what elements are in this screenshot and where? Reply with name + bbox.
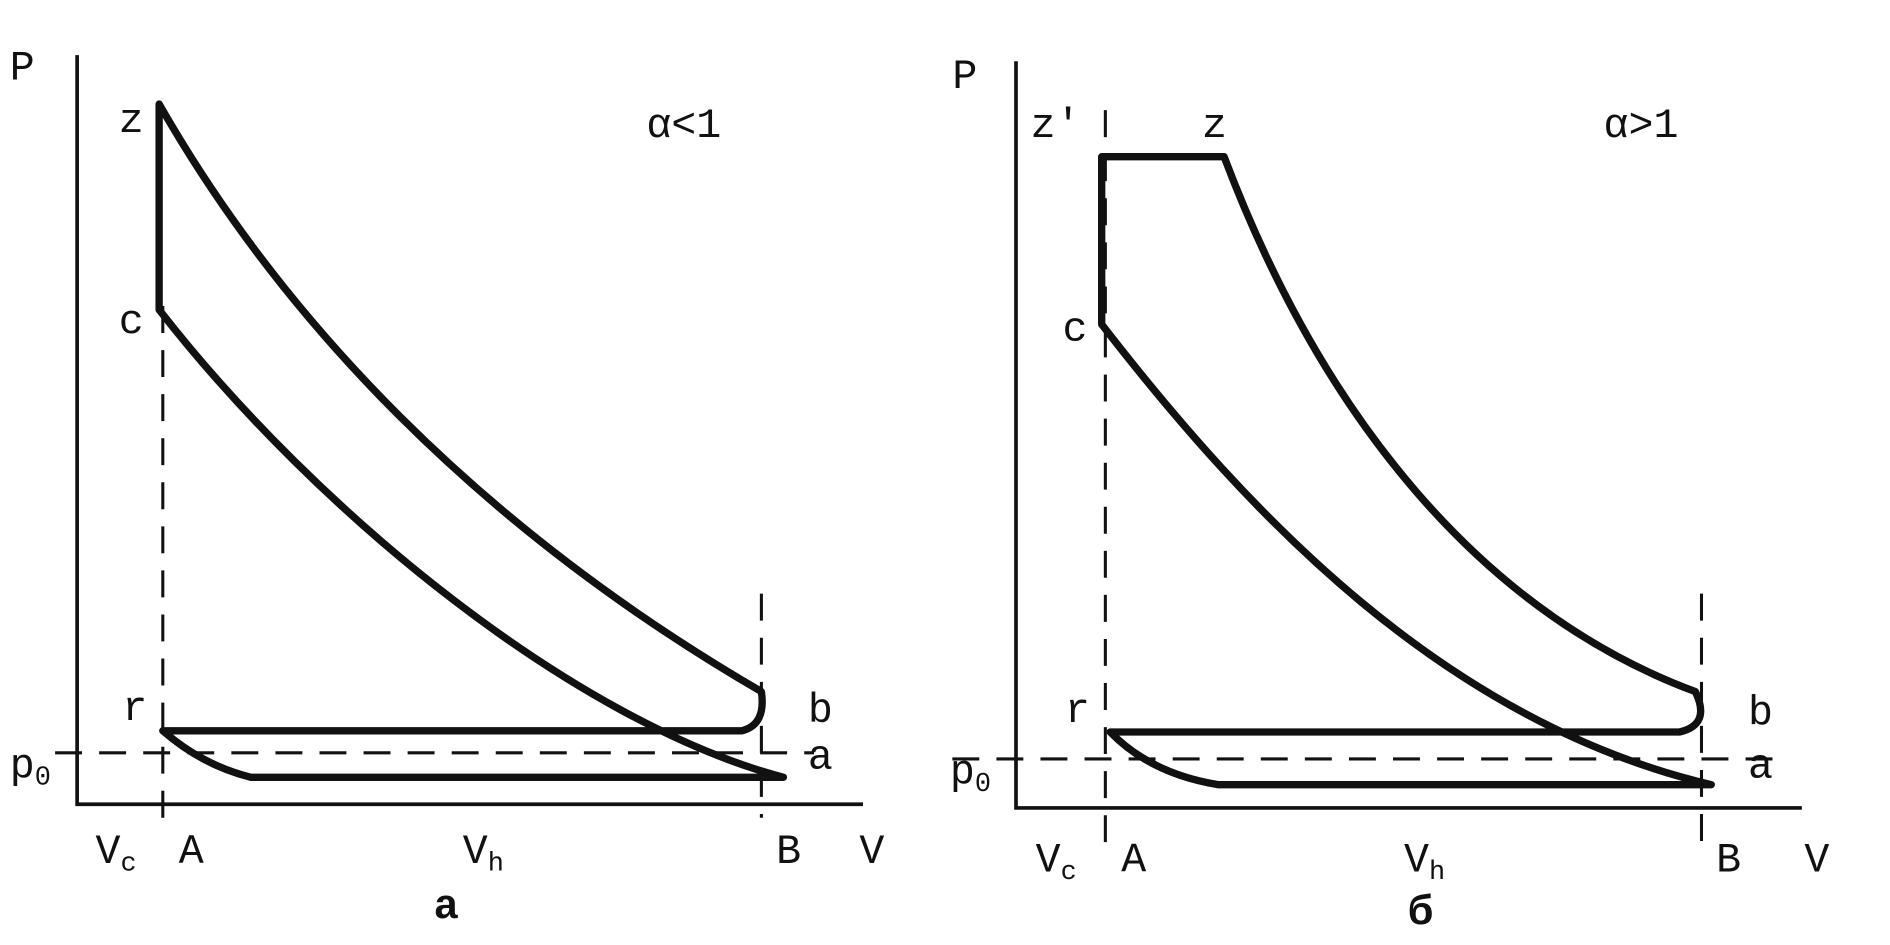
label: A bbox=[179, 829, 204, 876]
axes bbox=[75, 55, 863, 807]
label: A bbox=[1121, 838, 1146, 885]
guide-lines bbox=[55, 306, 815, 818]
label: Vh bbox=[463, 829, 504, 879]
condition: α<1 bbox=[646, 103, 721, 150]
label: a bbox=[808, 735, 833, 782]
label: Vc bbox=[1036, 838, 1077, 888]
label: p0 bbox=[950, 749, 991, 799]
label: V bbox=[1804, 838, 1829, 885]
label: b bbox=[1748, 691, 1773, 738]
label: c bbox=[1063, 306, 1088, 353]
label: r bbox=[122, 686, 147, 733]
label: P bbox=[952, 54, 977, 101]
label: B bbox=[776, 829, 801, 876]
label: r bbox=[1065, 688, 1090, 735]
label: Vc bbox=[95, 829, 136, 879]
cycle bbox=[155, 100, 788, 781]
caption: а bbox=[435, 880, 459, 927]
label: a bbox=[1748, 743, 1773, 790]
diagram-a: P z c r b a p0 Vc A Vh B V α<1 а bbox=[10, 46, 885, 928]
diagram-b: P z' z c r b a p0 Vc A Vh B V α>1 б bbox=[950, 54, 1829, 933]
cycle bbox=[1098, 153, 1715, 789]
axes bbox=[1014, 61, 1802, 810]
label: c bbox=[119, 299, 144, 346]
label: P bbox=[10, 46, 35, 93]
guide-lines bbox=[952, 110, 1782, 845]
label: p0 bbox=[10, 743, 51, 793]
label: V bbox=[859, 829, 884, 876]
label: z bbox=[119, 98, 144, 145]
caption: б bbox=[1408, 886, 1434, 933]
label: Vh bbox=[1404, 838, 1445, 888]
label: z' bbox=[1031, 103, 1081, 150]
label: b bbox=[808, 688, 833, 735]
condition: α>1 bbox=[1604, 103, 1679, 150]
label: B bbox=[1716, 838, 1741, 885]
label: z bbox=[1202, 103, 1227, 150]
